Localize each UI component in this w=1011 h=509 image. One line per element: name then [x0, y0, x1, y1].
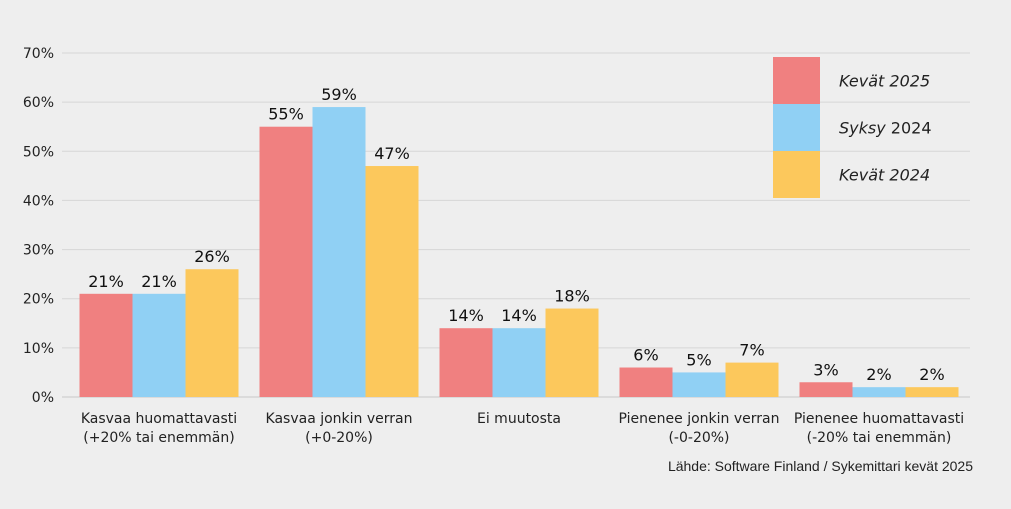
y-tick-label: 10%	[23, 341, 54, 357]
bar	[799, 382, 853, 397]
bar	[185, 269, 239, 397]
data-label: 3%	[813, 360, 838, 379]
bar	[79, 293, 133, 397]
bar	[852, 387, 906, 397]
y-tick-label: 40%	[23, 193, 54, 209]
bar	[439, 328, 493, 397]
legend-swatch	[773, 57, 820, 104]
legend-label: Kevät 2025	[839, 72, 930, 91]
category-label: Kasvaa huomattavasti (+20% tai enemmän)	[81, 411, 237, 446]
category-label: Kasvaa jonkin verran (+0-20%)	[266, 411, 413, 446]
bar	[365, 166, 419, 397]
data-label: 26%	[194, 247, 230, 266]
y-tick-label: 20%	[23, 292, 54, 308]
data-label: 18%	[554, 287, 590, 306]
category-label: Pienenee jonkin verran (-0-20%)	[619, 411, 780, 446]
bar	[725, 362, 779, 397]
data-label: 14%	[501, 306, 537, 325]
data-label: 47%	[374, 144, 410, 163]
legend-label: Syksy 2024	[839, 119, 932, 138]
y-tick-label: 70%	[23, 46, 54, 62]
category-label: Pienenee huomattavasti (-20% tai enemmän)	[794, 411, 964, 446]
source-note: Lähde: Software Finland / Sykemittari ke…	[668, 458, 973, 474]
y-axis-ticks: 0% 10% 20% 30% 40% 50% 60% 70%	[23, 46, 54, 406]
data-label: 5%	[686, 350, 711, 369]
y-tick-label: 60%	[23, 95, 54, 111]
bar	[905, 387, 959, 397]
category-label: Ei muutosta	[477, 411, 561, 427]
bar	[132, 293, 186, 397]
legend-label: Kevät 2024	[839, 166, 930, 185]
bar	[545, 308, 599, 397]
data-labels: 21% 55% 14% 6% 3% 21% 59% 14% 5% 2% 26% 47% 18% 7% 2%	[88, 85, 944, 384]
bar	[619, 367, 673, 397]
y-tick-label: 0%	[32, 390, 54, 406]
bars	[79, 107, 959, 398]
bar	[672, 372, 726, 397]
data-label: 7%	[739, 341, 764, 360]
y-tick-label: 50%	[23, 144, 54, 160]
data-label: 59%	[321, 85, 357, 104]
bar	[312, 107, 366, 398]
data-label: 2%	[919, 365, 944, 384]
legend: Kevät 2025 Syksy 2024 Kevät 2024	[773, 57, 932, 198]
data-label: 21%	[88, 272, 124, 291]
bar	[492, 328, 546, 397]
legend-swatch	[773, 104, 820, 151]
legend-swatch	[773, 151, 820, 198]
data-label: 2%	[866, 365, 891, 384]
data-label: 6%	[633, 346, 658, 365]
category-labels: Kasvaa huomattavasti (+20% tai enemmän) Ka…	[81, 411, 964, 446]
y-tick-label: 30%	[23, 243, 54, 259]
data-label: 14%	[448, 306, 484, 325]
bar	[259, 126, 313, 397]
data-label: 55%	[268, 105, 304, 124]
data-label: 21%	[141, 272, 177, 291]
